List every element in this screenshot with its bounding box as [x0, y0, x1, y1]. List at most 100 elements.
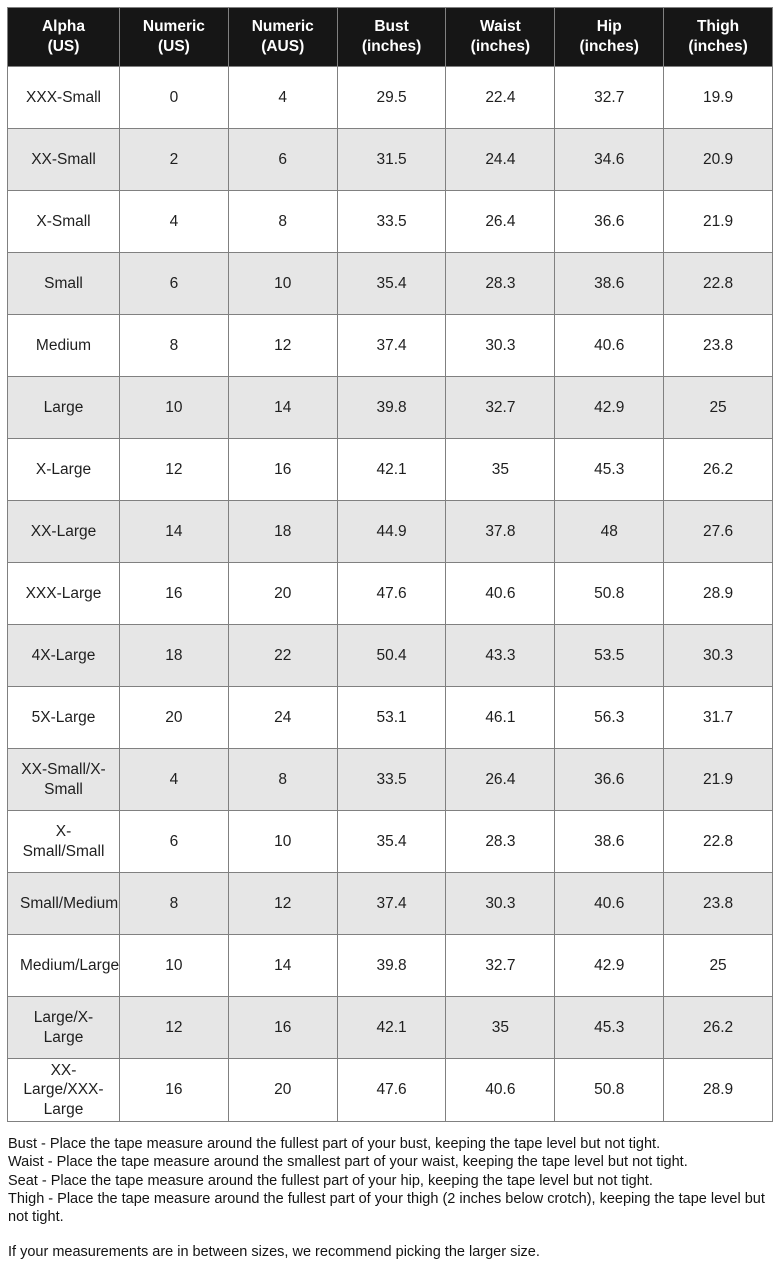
measurement-cell: 39.8	[336, 376, 447, 439]
column-header: Numeric (AUS)	[227, 7, 338, 67]
table-row: Large/X-Large 12 16 42.1 35 45.3 26.2	[7, 996, 773, 1059]
measurement-cell: 40.6	[554, 872, 665, 935]
column-header: Bust (inches)	[336, 7, 447, 67]
measurement-cell: 35.4	[336, 252, 447, 315]
measurement-cell: 44.9	[336, 500, 447, 563]
measurement-cell: 14	[227, 934, 338, 997]
measurement-cell: 30.3	[445, 314, 556, 377]
alpha-size-cell: Large	[7, 376, 120, 439]
measurement-cell: 38.6	[554, 810, 665, 873]
alpha-size-cell: XX-Small	[7, 128, 120, 191]
measurement-cell: 4	[119, 190, 229, 253]
measurement-cell: 24.4	[445, 128, 556, 191]
measurement-cell: 10	[119, 376, 229, 439]
measurement-notes: Bust - Place the tape measure around the…	[7, 1122, 767, 1286]
measurement-cell: 19.9	[663, 66, 773, 129]
measurement-cell: 20	[119, 686, 229, 749]
column-header-line1: Waist	[480, 17, 521, 35]
measurement-cell: 36.6	[554, 190, 665, 253]
measurement-cell: 42.1	[336, 438, 447, 501]
measurement-cell: 39.8	[336, 934, 447, 997]
measurement-cell: 47.6	[336, 562, 447, 625]
measurement-cell: 26.4	[445, 190, 556, 253]
table-row: X-Large 12 16 42.1 35 45.3 26.2	[7, 438, 773, 501]
column-header-line2: (inches)	[579, 38, 639, 55]
measurement-cell: 33.5	[336, 190, 447, 253]
measurement-cell: 20	[227, 1057, 338, 1123]
column-header: Thigh (inches)	[663, 7, 773, 67]
measurement-cell: 18	[227, 500, 338, 563]
measurement-cell: 6	[119, 252, 229, 315]
bust-definition: Bust - Place the tape measure around the…	[8, 1136, 661, 1153]
measurement-cell: 31.5	[336, 128, 447, 191]
measurement-cell: 26.2	[663, 996, 773, 1059]
measurement-cell: 27.6	[663, 500, 773, 563]
column-header-line1: Numeric	[251, 17, 314, 35]
measurement-cell: 24	[227, 686, 338, 749]
alpha-size-cell: Medium/Large	[7, 934, 120, 997]
measurement-cell: 26.2	[663, 438, 773, 501]
table-row: XXX-Large 16 20 47.6 40.6 50.8 28.9	[7, 562, 773, 625]
measurement-cell: 45.3	[554, 438, 665, 501]
thigh-definition: Thigh - Place the tape measure around th…	[8, 1190, 765, 1226]
measurement-cell: 10	[227, 252, 338, 315]
size-chart-table: Alpha (US) Numeric (US) Numeric (AUS) Bust (inc…	[7, 7, 773, 1123]
measurement-cell: 42.9	[554, 934, 665, 997]
header-row: Alpha (US) Numeric (US) Numeric (AUS) Bust (inc…	[7, 7, 773, 67]
column-header-line2: (US)	[157, 38, 190, 55]
measurement-cell: 32.7	[445, 934, 556, 997]
alpha-size-cell: Medium	[7, 314, 120, 377]
measurement-cell: 45.3	[554, 996, 665, 1059]
measurement-cell: 40.6	[445, 1057, 556, 1123]
measurement-cell: 18	[119, 624, 229, 687]
measurement-cell: 6	[227, 128, 338, 191]
measurement-cell: 28.3	[445, 810, 556, 873]
measurement-cell: 29.5	[336, 66, 447, 129]
measurement-cell: 35	[445, 438, 556, 501]
waist-definition: Waist - Place the tape measure around th…	[8, 1154, 688, 1171]
measurement-cell: 4	[119, 748, 229, 811]
measurement-cell: 43.3	[445, 624, 556, 687]
measurement-cell: 50.8	[554, 562, 665, 625]
measurement-cell: 10	[227, 810, 338, 873]
alpha-size-cell: X-Large	[7, 438, 120, 501]
column-header-line1: Thigh	[696, 17, 740, 35]
measurement-cell: 16	[227, 996, 338, 1059]
seat-definition: Seat - Place the tape measure around the…	[8, 1172, 653, 1189]
measurement-cell: 40.6	[554, 314, 665, 377]
measurement-cell: 25	[663, 376, 773, 439]
measurement-cell: 42.9	[554, 376, 665, 439]
table-row: Medium/Large 10 14 39.8 32.7 42.9 25	[7, 934, 773, 997]
measurement-cell: 34.6	[554, 128, 665, 191]
measurement-cell: 6	[119, 810, 229, 873]
measurement-cell: 26.4	[445, 748, 556, 811]
column-header: Hip (inches)	[554, 7, 665, 67]
column-header-line2: (inches)	[688, 38, 748, 55]
measurement-cell: 20	[227, 562, 338, 625]
alpha-size-cell: 4X-Large	[7, 624, 120, 687]
column-header-line2: (inches)	[470, 38, 531, 55]
measurement-cell: 48	[554, 500, 665, 563]
measurement-cell: 30.3	[445, 872, 556, 935]
measurement-cell: 8	[227, 748, 338, 811]
alpha-size-cell: Large/X-Large	[7, 996, 120, 1059]
measurement-cell: 46.1	[445, 686, 556, 749]
alpha-size-cell: XX-Large	[7, 500, 120, 563]
table-row: Small/Medium 8 12 37.4 30.3 40.6 23.8	[7, 872, 773, 935]
measurement-cell: 14	[119, 500, 229, 563]
measurement-cell: 12	[227, 872, 338, 935]
measurement-cell: 22.8	[663, 810, 773, 873]
measurement-cell: 47.6	[336, 1057, 447, 1123]
table-header: Alpha (US) Numeric (US) Numeric (AUS) Bust (inc…	[7, 7, 773, 67]
measurement-cell: 40.6	[445, 562, 556, 625]
measurement-cell: 8	[227, 190, 338, 253]
measurement-cell: 8	[119, 314, 229, 377]
table-row: X-Small/Small 6 10 35.4 28.3 38.6 22.8	[7, 810, 773, 873]
measurement-cell: 23.8	[663, 314, 773, 377]
measurement-cell: 12	[227, 314, 338, 377]
measurement-cell: 50.8	[554, 1057, 665, 1123]
measurement-cell: 22	[227, 624, 338, 687]
table-row: XX-Large 14 18 44.9 37.8 48 27.6	[7, 500, 773, 563]
sizing-tip: If your measurements are in between size…	[8, 1244, 540, 1261]
